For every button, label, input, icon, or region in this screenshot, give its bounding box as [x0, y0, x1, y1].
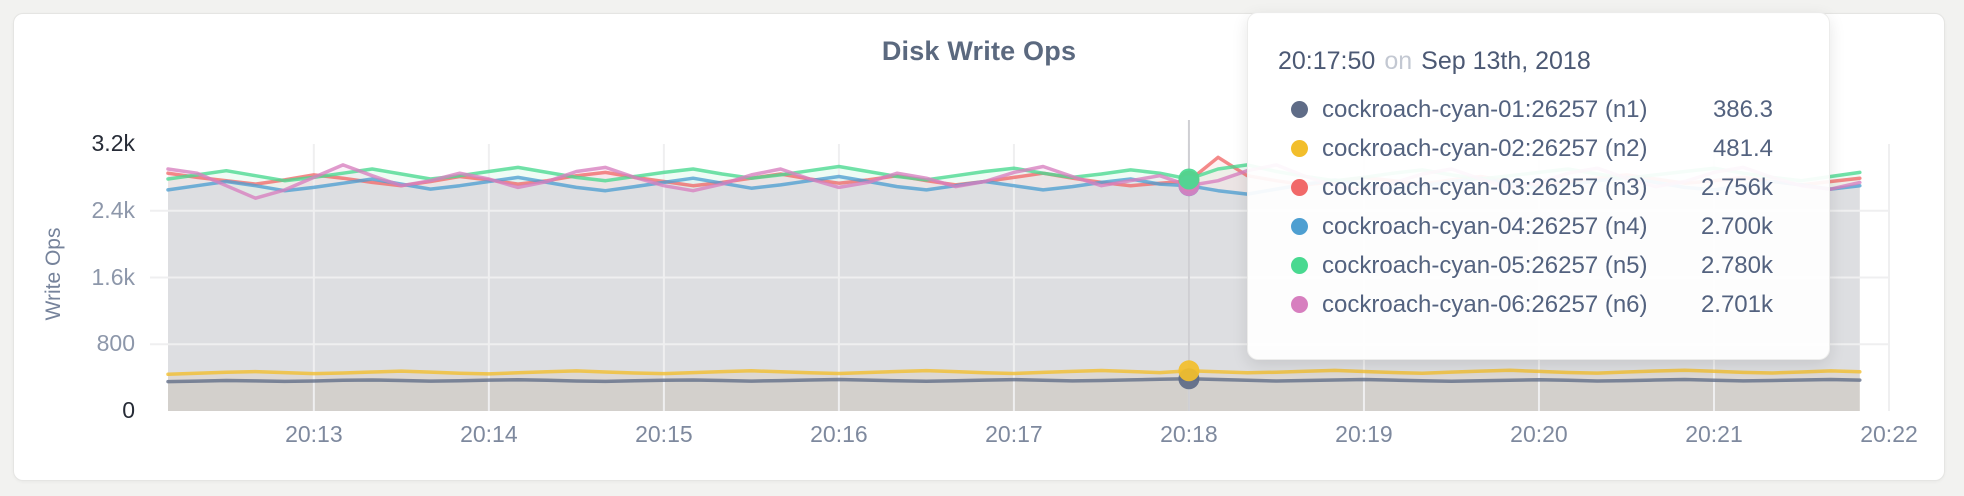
- chart-title: Disk Write Ops: [881, 36, 1077, 66]
- y-tick-label-1.6k: 1.6k: [91, 263, 135, 290]
- x-tick-label-20:20: 20:20: [1510, 421, 1568, 447]
- tooltip-series-name: cockroach-cyan-03:26257 (n3): [1322, 173, 1648, 201]
- tooltip-row-n3: cockroach-cyan-03:26257 (n3) 2.756k: [1278, 168, 1799, 207]
- tooltip-series-name: cockroach-cyan-06:26257 (n6): [1322, 290, 1648, 318]
- tooltip-row-n5: cockroach-cyan-05:26257 (n5) 2.780k: [1278, 246, 1799, 285]
- x-tick-label-20:15: 20:15: [635, 421, 693, 447]
- tooltip-conjunction: on: [1384, 47, 1413, 75]
- y-tick-label-0: 0: [122, 397, 135, 423]
- y-tick-label-800: 800: [96, 330, 135, 357]
- series-color-dot-icon: [1291, 218, 1308, 235]
- tooltip-series-name: cockroach-cyan-02:26257 (n2): [1322, 134, 1648, 162]
- tooltip-series-list: cockroach-cyan-01:26257 (n1) 386.3 cockroa…: [1278, 90, 1799, 324]
- series-color-dot-icon: [1291, 101, 1308, 118]
- tooltip-series-value: 386.3: [1712, 95, 1773, 123]
- series-color-dot-icon: [1291, 257, 1308, 274]
- tooltip-series-name: cockroach-cyan-04:26257 (n4): [1322, 212, 1648, 240]
- x-tick-label-20:17: 20:17: [985, 421, 1043, 447]
- x-tick-label-20:14: 20:14: [460, 421, 518, 447]
- tooltip-series-name: cockroach-cyan-01:26257 (n1): [1322, 95, 1648, 123]
- series-color-dot-icon: [1291, 296, 1308, 313]
- chart-tooltip: 20:17:50 on Sep 13th, 2018 cockroach-cyan-…: [1247, 12, 1830, 360]
- x-tick-label-20:16: 20:16: [810, 421, 868, 447]
- x-tick-label-20:19: 20:19: [1335, 421, 1393, 447]
- tooltip-row-n1: cockroach-cyan-01:26257 (n1) 386.3: [1278, 90, 1799, 129]
- tooltip-series-value: 2.780k: [1700, 251, 1773, 279]
- tooltip-series-value: 2.700k: [1700, 212, 1773, 240]
- tooltip-row-n4: cockroach-cyan-04:26257 (n4) 2.700k: [1278, 207, 1799, 246]
- x-tick-label-20:21: 20:21: [1685, 421, 1743, 447]
- tooltip-header: 20:17:50 on Sep 13th, 2018: [1278, 47, 1799, 76]
- tooltip-date: Sep 13th, 2018: [1421, 47, 1591, 75]
- series-color-dot-icon: [1291, 140, 1308, 157]
- y-tick-label-2.4k: 2.4k: [91, 196, 135, 223]
- tooltip-series-value: 481.4: [1712, 134, 1773, 162]
- x-tick-label-20:13: 20:13: [285, 421, 343, 447]
- tooltip-row-n2: cockroach-cyan-02:26257 (n2) 481.4: [1278, 129, 1799, 168]
- tooltip-series-value: 2.701k: [1700, 290, 1773, 318]
- tooltip-series-name: cockroach-cyan-05:26257 (n5): [1322, 251, 1648, 279]
- tooltip-series-value: 2.756k: [1700, 173, 1773, 201]
- x-tick-label-20:18: 20:18: [1160, 421, 1218, 447]
- series-color-dot-icon: [1291, 179, 1308, 196]
- tooltip-row-n6: cockroach-cyan-06:26257 (n6) 2.701k: [1278, 285, 1799, 324]
- x-tick-label-20:22: 20:22: [1860, 421, 1918, 447]
- y-tick-label-3.2k: 3.2k: [91, 130, 135, 156]
- tooltip-time: 20:17:50: [1278, 47, 1376, 75]
